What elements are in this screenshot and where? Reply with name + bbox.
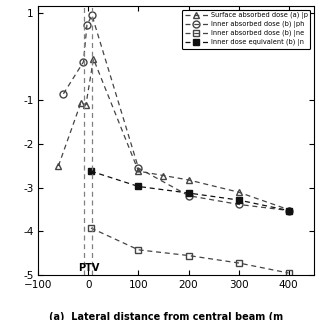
Inner dose equivalent (b) |n [137,185,140,188]
Surface absorbed dose (a) |p [287,208,291,212]
Inner absorbed dose (b) |ph [82,60,85,64]
Inner absorbed dose (b) |ph [236,203,240,206]
Legend: Surface absorbed dose (a) |p, Inner absorbed dose (b) |ph, Inner absorbed dose (: Surface absorbed dose (a) |p, Inner abso… [182,10,310,49]
Inner absorbed dose (b) |ne [236,261,240,265]
Inner absorbed dose (b) |ne [287,271,291,275]
Surface absorbed dose (a) |p [92,57,95,61]
Inner absorbed dose (b) |ph [90,13,94,17]
Inner absorbed dose (b) |ne [187,254,190,258]
Surface absorbed dose (a) |p [79,100,83,104]
Inner dose equivalent (b) |n [187,191,190,195]
Inner dose equivalent (b) |n [236,198,240,202]
Surface absorbed dose (a) |p [57,164,60,168]
Inner absorbed dose (b) |ph [85,23,89,27]
Inner absorbed dose (b) |ph [137,166,140,170]
Inner absorbed dose (b) |ne [137,248,140,252]
Inner absorbed dose (b) |ne [89,226,93,230]
Inner dose equivalent (b) |n [89,169,93,173]
Surface absorbed dose (a) |p [137,169,140,173]
Text: (a)  Lateral distance from central beam (m: (a) Lateral distance from central beam (… [49,312,284,320]
Line: Inner absorbed dose (b) |ne: Inner absorbed dose (b) |ne [87,225,292,276]
Line: Inner dose equivalent (b) |n: Inner dose equivalent (b) |n [87,168,292,214]
Line: Surface absorbed dose (a) |p: Surface absorbed dose (a) |p [55,55,292,213]
Surface absorbed dose (a) |p [236,190,240,194]
Inner dose equivalent (b) |n [287,209,291,212]
Inner absorbed dose (b) |ph [187,194,190,197]
Text: PTV: PTV [78,263,99,273]
Line: Inner absorbed dose (b) |ph: Inner absorbed dose (b) |ph [60,12,292,214]
Surface absorbed dose (a) |p [187,178,190,182]
Surface absorbed dose (a) |p [162,174,165,178]
Inner absorbed dose (b) |ph [61,92,65,96]
Inner absorbed dose (b) |ph [287,209,291,212]
Surface absorbed dose (a) |p [84,103,88,107]
